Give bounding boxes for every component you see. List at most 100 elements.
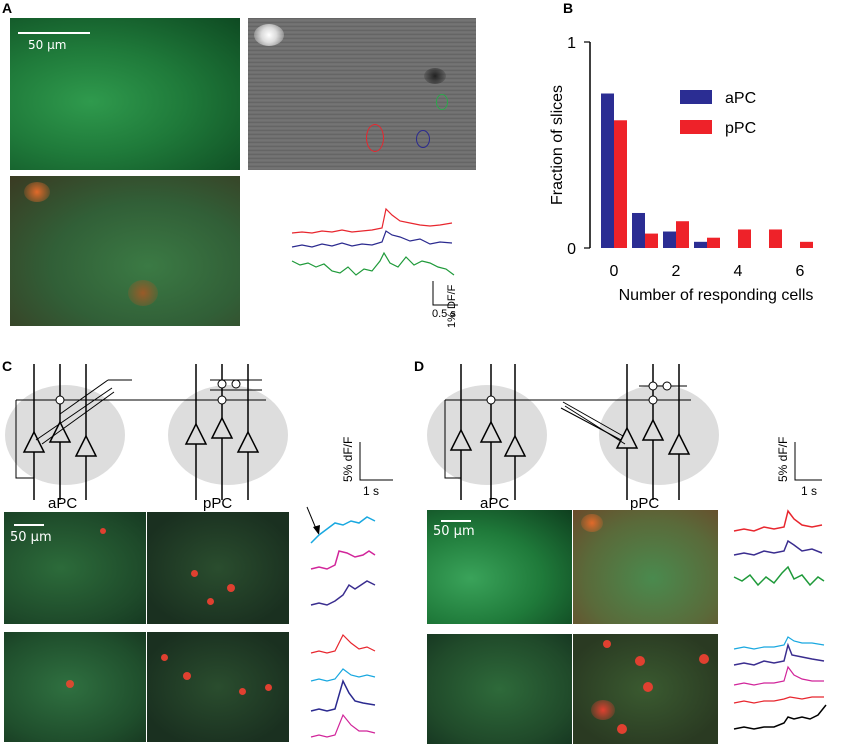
scale-bar-label: 50 µm: [10, 530, 52, 545]
trace: [310, 668, 376, 682]
bar-apc: [601, 93, 614, 248]
micrograph-c-top-right: [147, 512, 289, 624]
scale-bar-c: [359, 442, 393, 481]
synapse: [486, 395, 496, 405]
red-cell: [265, 684, 272, 691]
scale-bar-label: 50 µm: [433, 524, 475, 539]
bar-ppc: [645, 233, 658, 248]
red-cell: [617, 724, 627, 734]
red-cell: [591, 700, 615, 720]
panel-label-a: A: [2, 0, 13, 16]
scale-bar: [14, 524, 44, 526]
trace: [733, 565, 825, 587]
bar-apc: [632, 212, 645, 248]
red-cell: [699, 654, 709, 664]
x-tick-label: 4: [734, 263, 743, 280]
dff-label-d: 5% dF/F: [776, 436, 790, 482]
time-label-c: 1 s: [363, 484, 380, 498]
synapse: [648, 395, 658, 405]
red-cell: [207, 598, 214, 605]
trace: [733, 642, 825, 666]
circuit-diagram-d: [427, 364, 719, 500]
panel-label-d: D: [414, 358, 425, 374]
trace: [733, 696, 824, 704]
synapse: [217, 379, 227, 389]
synapse: [648, 381, 658, 391]
red-cell: [635, 656, 645, 666]
region-label-apc-d: aPC: [480, 495, 510, 512]
micrograph-merge-a: [10, 176, 240, 326]
micrograph-d-bottom-left: [427, 634, 572, 744]
x-tick-label: 0: [610, 263, 619, 280]
bar-apc: [694, 241, 707, 248]
roi-red: [366, 124, 384, 152]
region-label-ppc-d: pPC: [630, 495, 660, 512]
trace: [310, 678, 376, 712]
region-label-apc-c: aPC: [48, 495, 78, 512]
panel-label-b: B: [563, 0, 574, 16]
trace-blue: [291, 230, 453, 248]
legend-label-ppc: pPC: [725, 120, 756, 137]
micrograph-gray-a: [248, 18, 476, 170]
roi-blue: [416, 130, 430, 148]
scale-bar: [441, 520, 471, 522]
bar-ppc: [676, 221, 689, 248]
dark-spot: [424, 68, 446, 84]
synapse: [217, 395, 227, 405]
red-cell: [191, 570, 198, 577]
y-axis-label: Fraction of slices: [549, 85, 566, 205]
red-cell: [603, 640, 611, 648]
axon-lines: [444, 385, 691, 479]
red-cell: [161, 654, 168, 661]
trace: [310, 516, 376, 544]
traces-a: [291, 207, 458, 306]
bar-ppc: [800, 241, 813, 248]
red-cell: [100, 528, 106, 534]
ppc-region: [599, 385, 719, 485]
micrograph-d-bottom-right: [573, 634, 718, 744]
x-axis-label: Number of responding cells: [619, 287, 814, 304]
traces-c: [306, 506, 376, 738]
apc-region: [5, 385, 125, 485]
scale-bar-label: 50 µm: [28, 38, 67, 52]
synapse: [55, 395, 65, 405]
roi-green: [436, 94, 448, 110]
red-cell: [581, 514, 603, 532]
bright-spot: [254, 24, 284, 46]
panel-label-c: C: [2, 358, 13, 374]
circuit-diagram-c: [5, 364, 288, 500]
y-tick-label: 1: [567, 35, 576, 52]
bar-ppc: [738, 229, 751, 248]
trace-green: [291, 251, 455, 276]
scale-bar-d: [794, 442, 822, 481]
red-cell: [239, 688, 246, 695]
time-label-a: 0.5 s: [432, 308, 456, 320]
x-tick-label: 6: [796, 263, 805, 280]
trace: [733, 636, 825, 650]
chart-b: 0 1 0 2 4 6 Number of responding cells Fraction…: [549, 35, 814, 304]
bar-ppc: [769, 229, 782, 248]
legend-label-apc: aPC: [725, 90, 756, 107]
apc-neurons: [22, 364, 98, 500]
arrow-head: [313, 525, 320, 535]
bar-ppc: [614, 120, 627, 248]
legend-swatch-apc: [680, 90, 712, 104]
scale-bar: [18, 32, 90, 34]
trace-red: [291, 207, 453, 234]
apc-region: [427, 385, 547, 485]
trace: [733, 665, 824, 686]
red-cell: [128, 280, 158, 306]
apc-neurons: [449, 364, 527, 500]
red-cell: [183, 672, 191, 680]
dff-label-a: 1% DF/F: [446, 284, 458, 328]
ppc-neurons: [615, 364, 691, 500]
time-label-d: 1 s: [801, 484, 818, 498]
red-cell: [66, 680, 74, 688]
trace: [733, 704, 827, 730]
trace: [310, 713, 376, 738]
dff-label-c: 5% dF/F: [341, 436, 355, 482]
trace: [310, 633, 376, 654]
bar-ppc: [707, 237, 720, 248]
synapse: [662, 381, 672, 391]
micrograph-c-bottom-right: [147, 632, 289, 742]
